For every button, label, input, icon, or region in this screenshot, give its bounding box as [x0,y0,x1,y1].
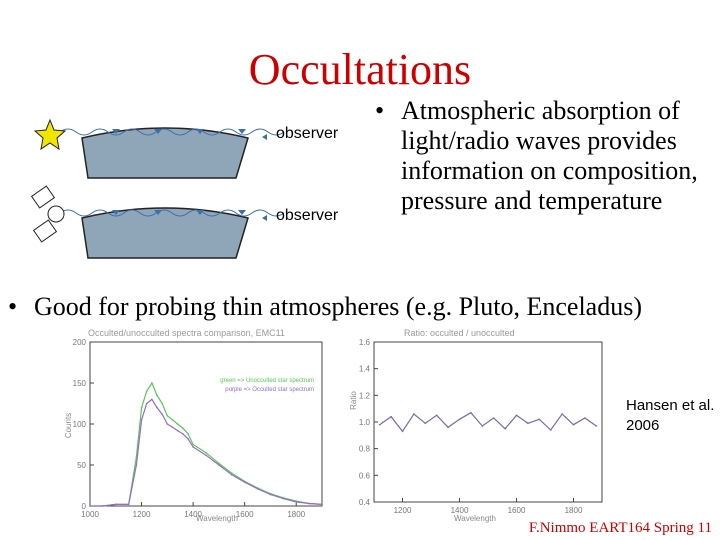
x-tick-label: 1600 [508,506,526,515]
slide-title: Occultations [248,45,472,94]
plot-frame [89,341,323,507]
citation: Hansen et al. 2006 [626,397,715,434]
x-tick-label: 1400 [184,510,202,519]
y-tick-label: 50 [77,461,86,470]
planet-body-top [81,127,249,179]
bullet-item: • Atmospheric absorption of light/radio … [375,96,715,216]
y-tick-label: 0 [82,502,87,511]
spectrum-chart: Occulted/unocculted spectra comparison, … [64,326,328,526]
x-axis-label: Wavelength [196,514,238,523]
legend-entry: green => Unocculted star spectrum [220,378,314,384]
ratio-chart: Ratio: occulted / unocculted 1200 1400 160… [344,326,608,526]
occultation-diagram [0,110,360,260]
y-tick-label: 0.8 [359,445,371,454]
bullet-text-thin-atmospheres: Good for probing thin atmospheres (e.g. … [34,292,642,321]
series-line-0 [379,411,597,433]
bullet-text-absorption: Atmospheric absorption of light/radio wa… [401,96,698,215]
y-tick-label: 0.6 [359,471,371,480]
planet-body-bottom [81,207,249,259]
radio-wave-bottom [59,209,285,217]
legend-entry: purple => Occulted star spectrum [225,387,314,393]
x-axis-label: Wavelength [454,514,496,523]
y-tick-label: 1.6 [359,338,371,347]
y-tick-label: 200 [73,338,87,347]
eye-icon [262,134,267,221]
y-tick-label: 0.4 [359,498,371,507]
y-axis-label: Ratio [348,391,358,410]
ratio-plot-svg: 1200 1400 1600 1800 0.4 0.6 0.8 1.0 1.2 1.4 1.6 [359,338,603,515]
x-tick-label: 1200 [394,506,412,515]
star-icon [33,118,67,151]
y-tick-label: 100 [73,420,87,429]
chart-title: Occulted/unocculted spectra comparison, … [88,328,285,338]
x-tick-label: 1600 [236,510,254,519]
y-tick-label: 1.4 [359,365,371,374]
bullet-item: • Good for probing thin atmospheres (e.g… [8,292,720,322]
x-tick-label: 1800 [565,506,583,515]
chart-title: Ratio: occulted / unocculted [404,328,515,338]
x-tick-label: 1400 [451,506,469,515]
y-axis-label: Counts [64,412,74,439]
y-tick-label: 1.2 [359,391,371,400]
bullet-list-bottom: • Good for probing thin atmospheres (e.g… [8,292,720,322]
spectrum-plot-svg: 1000 1200 1400 1600 1800 0 50 100 150 200 green =>… [73,338,323,519]
x-tick-label: 1200 [133,510,151,519]
x-tick-label: 1000 [81,510,99,519]
y-tick-label: 150 [73,379,87,388]
y-tick-label: 1.0 [359,418,371,427]
series-line-0 [90,381,323,507]
bullet-dot: • [375,96,385,125]
observer-label-bottom: observer [276,207,339,224]
footer-credit: F.Nimmo EART164 Spring 11 [528,520,712,536]
satellite-icon [30,185,65,243]
bullet-dot: • [8,292,18,321]
observer-label-top: observer [276,125,339,142]
bullet-list-right: • Atmospheric absorption of light/radio … [375,96,715,216]
light-wave-top [59,128,285,136]
x-tick-label: 1800 [287,510,305,519]
series-line-1 [90,398,323,507]
